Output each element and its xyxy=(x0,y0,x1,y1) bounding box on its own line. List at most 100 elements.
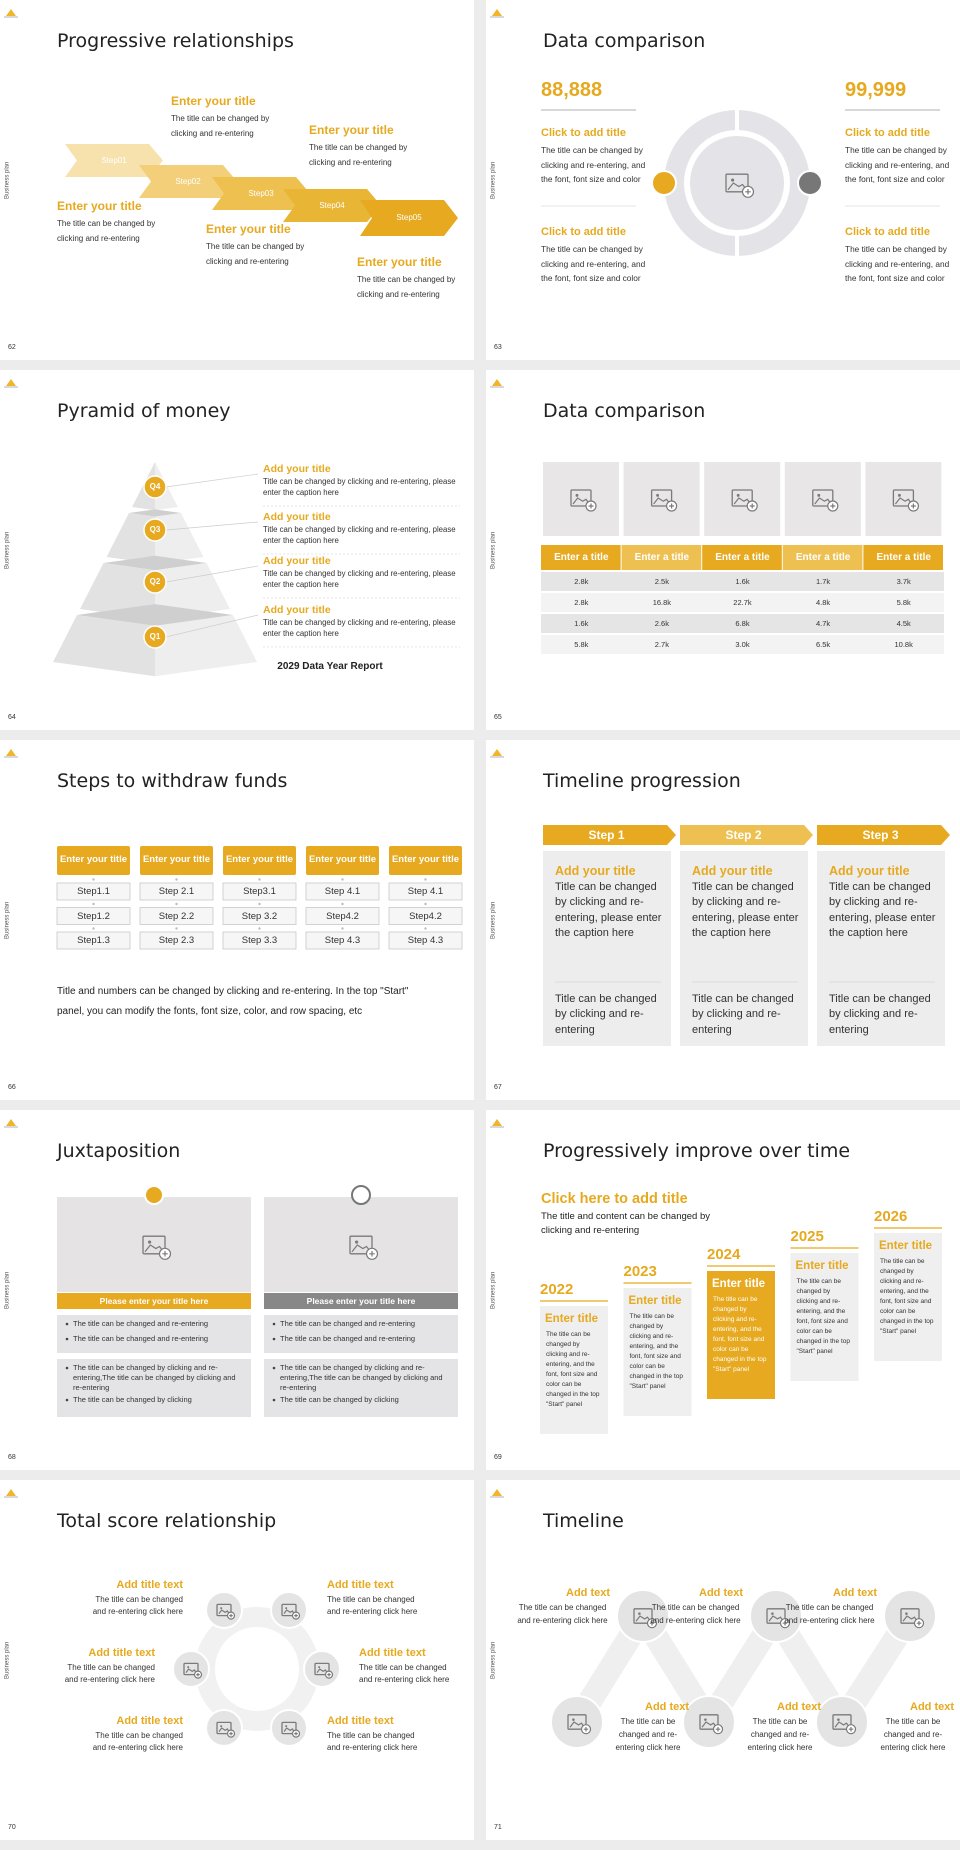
item-text: The title can be changed and re-entering… xyxy=(327,1731,418,1752)
item-title: Add text xyxy=(566,1587,610,1599)
item-title: Add title text xyxy=(88,1647,155,1659)
picture-plus xyxy=(229,1731,233,1736)
step-banner xyxy=(543,825,676,845)
node-circle xyxy=(815,1695,869,1749)
step-dot xyxy=(175,902,178,906)
picture-frame xyxy=(216,1721,232,1735)
step-text-2: Title can be changed by clicking and re-… xyxy=(829,993,931,1036)
logo-base xyxy=(4,1126,18,1128)
level-label: Q4 xyxy=(149,482,161,491)
step-label: Step04 xyxy=(319,200,345,210)
picture-plus xyxy=(848,1726,854,1732)
page-number: 62 xyxy=(8,344,16,351)
step-dot xyxy=(258,878,261,881)
item-title: Add text xyxy=(699,1587,743,1599)
step-card xyxy=(817,851,945,1046)
year: 2024 xyxy=(707,1246,741,1263)
step-label: Step 2 xyxy=(725,828,762,842)
pyramid-right xyxy=(155,513,204,564)
step-dot xyxy=(341,902,344,906)
item-text: The title can be changed by clicking and… xyxy=(206,242,305,267)
step-text: Step 3.2 xyxy=(241,910,278,922)
item-title: Enter your title xyxy=(309,123,394,137)
picture-mountain xyxy=(283,1609,295,1615)
picture-frame xyxy=(349,1235,373,1255)
node-circle xyxy=(883,1589,937,1643)
item-text: Title can be changed by clicking and re-… xyxy=(263,569,456,589)
picture-sun xyxy=(731,178,735,182)
step-cell xyxy=(56,907,131,925)
picture-mountain xyxy=(635,1615,651,1622)
table-cell: 3.7k xyxy=(896,577,911,586)
picture-plus xyxy=(916,1620,922,1626)
year-title: Enter title xyxy=(795,1260,849,1272)
table-cell: 4.8k xyxy=(816,598,831,607)
pyramid-ledge xyxy=(128,509,182,517)
year-title: Enter title xyxy=(712,1278,766,1290)
picture-sun xyxy=(771,1612,774,1615)
step-text: Step 2.3 xyxy=(158,935,195,946)
year: 2026 xyxy=(874,1208,908,1225)
pyramid-left xyxy=(53,615,155,677)
slide-title: Progressive relationships xyxy=(57,30,294,52)
pyramid-right xyxy=(155,563,230,620)
picture-plus xyxy=(715,1726,721,1732)
level-badge xyxy=(143,570,167,594)
bullet-text: The title can be changed by clicking xyxy=(280,1395,399,1404)
page-number: 71 xyxy=(494,1824,502,1831)
image-area xyxy=(264,1197,458,1292)
year-title: Enter title xyxy=(545,1313,599,1325)
level-badge xyxy=(143,625,167,649)
picture-sun xyxy=(148,1240,152,1244)
step-text: Title can be changed by clicking and re-… xyxy=(829,881,936,940)
picture-plus xyxy=(910,503,916,509)
step-cell xyxy=(222,907,297,925)
picture-mountain xyxy=(902,1615,918,1622)
logo-base xyxy=(490,16,504,18)
header-text: Enter a title xyxy=(795,552,851,563)
picture-sun xyxy=(187,1666,190,1669)
logo-base xyxy=(4,386,18,388)
picture-mountain xyxy=(144,1244,164,1253)
logo-base xyxy=(490,386,504,388)
bullet-dot xyxy=(65,1366,69,1370)
picture-sun xyxy=(704,1718,707,1721)
bullet-text: The title can be changed and re-entering xyxy=(73,1334,209,1343)
item-text: The title can be changed and re-entering… xyxy=(327,1595,418,1616)
column-header-text: Enter your title xyxy=(391,854,460,866)
year: 2023 xyxy=(623,1263,657,1280)
item-title: Click to add title xyxy=(845,127,930,139)
year-card xyxy=(790,1253,859,1381)
logo xyxy=(492,9,502,16)
step-label: Step 3 xyxy=(862,828,899,842)
picture-plus xyxy=(588,503,594,509)
step-text: Step4.2 xyxy=(326,910,359,922)
headline: Click here to add title xyxy=(541,1191,688,1207)
bullet-text: The title can be changed and re-entering xyxy=(280,1334,416,1343)
bullet-dot xyxy=(65,1337,69,1341)
item-text: The title can be changed and re-entering… xyxy=(880,1717,946,1752)
header-text: Enter a title xyxy=(715,552,770,563)
node-circle xyxy=(205,1591,243,1629)
picture-frame xyxy=(183,1662,199,1676)
year-text: The title can be changed by clicking and… xyxy=(546,1331,600,1409)
header-text: Enter a title xyxy=(634,552,690,563)
header-cell xyxy=(621,545,702,570)
table-row xyxy=(541,572,944,591)
picture-sun xyxy=(285,1607,288,1610)
picture-sun xyxy=(837,1718,840,1721)
picture-sun xyxy=(220,1607,223,1610)
logo-base xyxy=(490,1126,504,1128)
step-dot xyxy=(92,902,95,906)
table-cell: 22.7k xyxy=(733,598,752,607)
page-number: 63 xyxy=(494,344,502,351)
picture-sun xyxy=(575,493,579,497)
step-dot xyxy=(424,902,427,906)
slide-graphics xyxy=(490,749,950,1046)
table-cell: 1.6k xyxy=(735,577,750,586)
year-title: Enter title xyxy=(879,1240,933,1252)
table-cell: 4.7k xyxy=(816,619,831,628)
year-text: The title can be changed by clicking and… xyxy=(796,1278,851,1356)
item-title: Enter your title xyxy=(357,255,442,269)
